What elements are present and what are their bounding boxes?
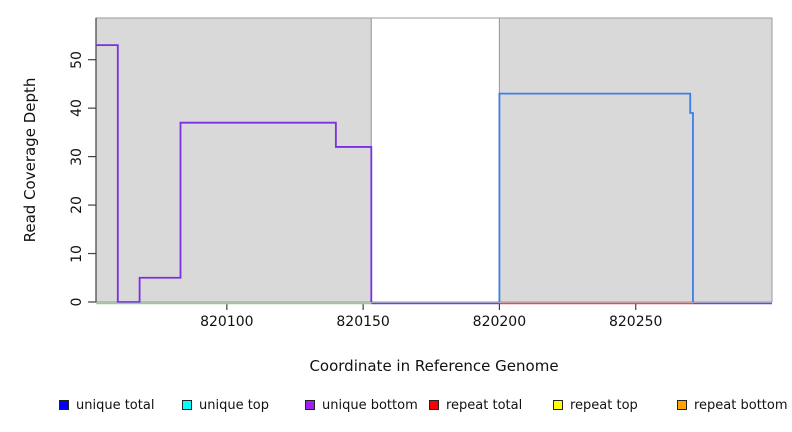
y-tick-label: 30 <box>69 147 85 166</box>
region-gray-left <box>95 17 372 303</box>
y-axis-title: Read Coverage Depth <box>21 77 39 243</box>
unique-bottom-steps-line <box>96 44 373 303</box>
x-tick-label: 820100 <box>200 314 254 330</box>
x-axis-title: Coordinate in Reference Genome <box>309 357 559 375</box>
x-tick-label: 820150 <box>336 314 390 330</box>
unique-total-steps-line <box>498 92 694 302</box>
y-tick-label: 50 <box>69 50 85 69</box>
region-gray-right <box>498 17 773 303</box>
x-tick-label: 820250 <box>608 314 663 330</box>
y-tick-label: 40 <box>69 99 85 118</box>
region-white-gap <box>370 17 500 303</box>
y-tick-label: 0 <box>69 297 85 307</box>
y-tick-label: 20 <box>69 196 85 214</box>
y-tick-label: 10 <box>69 244 85 263</box>
x-tick-label: 820200 <box>472 314 527 330</box>
